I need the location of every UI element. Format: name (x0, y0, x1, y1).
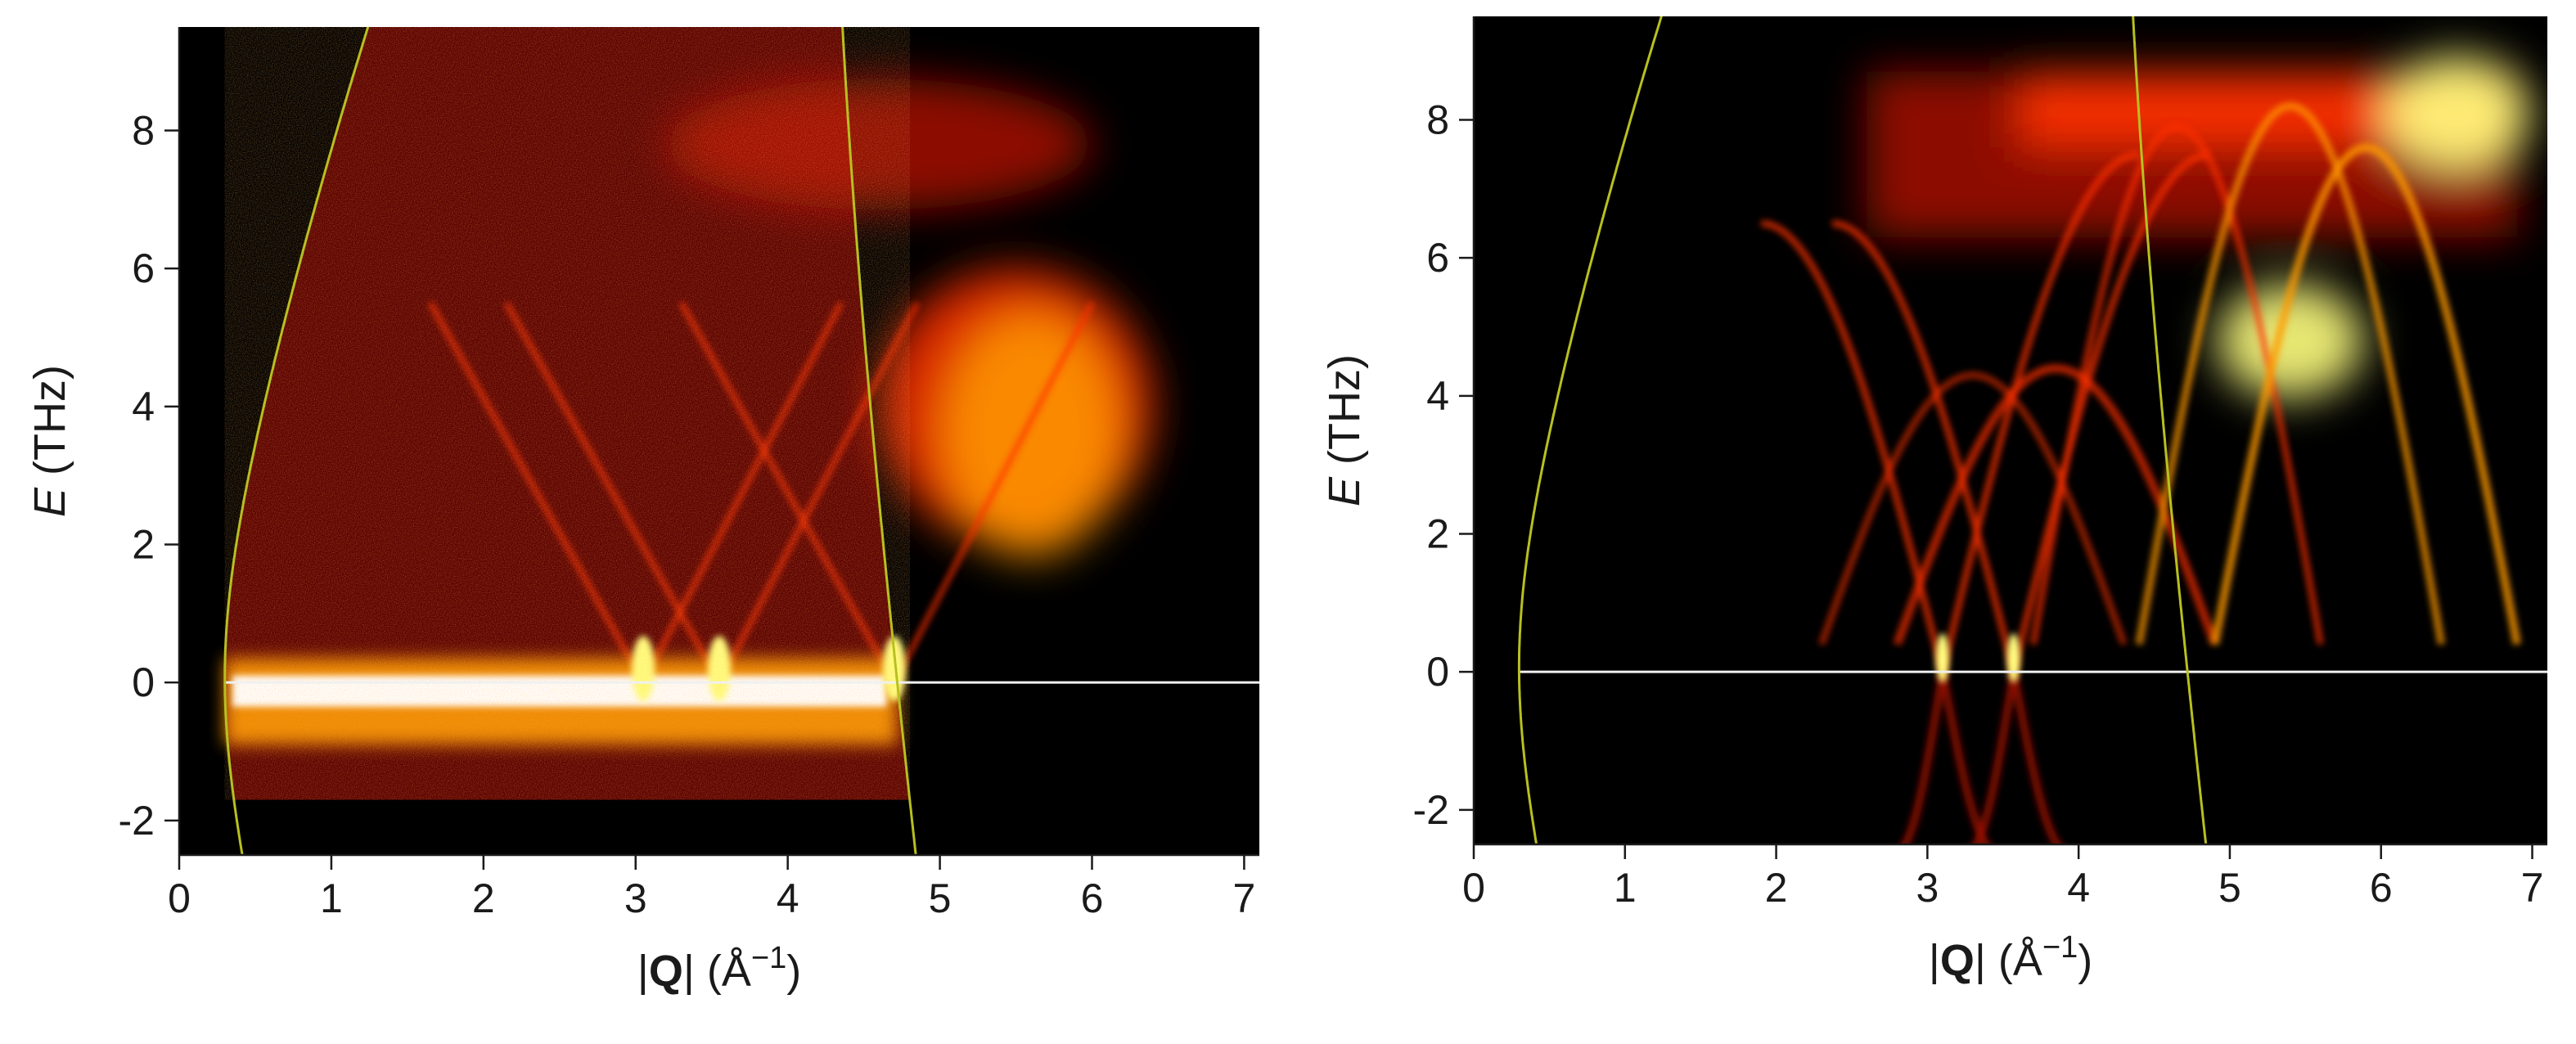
right-x-axis-title: |Q| (Å−1) (1929, 930, 2092, 985)
left-x-tick-label: 2 (472, 875, 495, 921)
right-x-title-q: Q (1940, 936, 1975, 985)
right-arch-curve (2029, 123, 2324, 646)
right-dispersion-branch (1900, 671, 1947, 844)
left-y-tick-label: 8 (132, 108, 155, 154)
right-y-tick-label: 2 (1426, 511, 1449, 557)
right-kinematic-limit-upper (1517, 16, 1663, 844)
left-y-tick-label: -2 (119, 798, 155, 844)
left-x-title-bar-left: | (637, 947, 649, 996)
right-hot-spot (2383, 56, 2531, 171)
right-x-tick-label: 0 (1462, 865, 1485, 911)
left-x-title-q: Q (649, 947, 683, 996)
right-dispersion-features (1760, 56, 2531, 844)
left-y-tick-label: 0 (132, 659, 155, 705)
right-arch-curve (1818, 371, 2128, 646)
right-dispersion-branch (1760, 220, 1946, 673)
right-heatmap (1517, 16, 2547, 844)
right-y-tick-label: 8 (1426, 97, 1449, 143)
left-y-tick-label: 6 (132, 245, 155, 291)
right-dispersion-curves (1760, 102, 2521, 844)
left-axes: 0 1 2 3 4 5 6 7 -2 0 2 4 6 8 |Q| (Å−1) E (THz) (25, 27, 1259, 996)
right-x-tick-label: 2 (1765, 865, 1788, 911)
left-x-tick-label: 0 (168, 875, 191, 921)
left-x-tick-label: 3 (624, 875, 647, 921)
right-x-title-exponent: −1 (2042, 930, 2078, 965)
left-x-title-exponent: −1 (751, 941, 786, 975)
right-axes: 0 1 2 3 4 5 6 7 -2 0 2 4 6 8 |Q| (Å−1) E (THz) (1320, 16, 2547, 985)
right-dispersion-branch (1831, 220, 2017, 673)
left-heatmap (223, 27, 1259, 855)
right-kinematic-limit-lower (2132, 16, 2208, 844)
right-y-tick-label: -2 (1413, 787, 1449, 833)
right-y-tick-label: 6 (1426, 235, 1449, 281)
right-background-glow (1867, 56, 2531, 398)
right-dispersion-branch (2010, 151, 2211, 673)
left-kinematic-limit-lower (841, 27, 917, 855)
right-x-tick-label: 1 (1614, 865, 1637, 911)
left-x-axis-title: |Q| (Å−1) (637, 941, 801, 996)
right-y-tick-label: 4 (1426, 373, 1449, 419)
right-y-tick-label: 0 (1426, 649, 1449, 695)
left-y-tick-label: 2 (132, 522, 155, 568)
right-arch-curve (2135, 102, 2446, 646)
left-x-tick-label: 1 (320, 875, 343, 921)
right-y-title-unit: (THz) (1320, 354, 1369, 477)
left-x-tick-label: 5 (929, 875, 952, 921)
right-panel: 0 1 2 3 4 5 6 7 -2 0 2 4 6 8 |Q| (Å−1) E (THz) (1320, 16, 2547, 985)
right-dispersion-branch (1971, 671, 2018, 844)
left-y-title-e: E (25, 487, 74, 517)
left-x-title-unit: | (Å (683, 947, 751, 996)
right-bragg-spot (1935, 633, 1949, 683)
right-x-title-close: ) (2078, 936, 2092, 985)
right-dispersion-branch (1938, 671, 1992, 844)
left-noise-texture (224, 27, 910, 800)
right-x-tick-label: 3 (1916, 865, 1939, 911)
left-kinematic-limit-upper (223, 27, 370, 855)
right-bragg-spot (2006, 633, 2020, 683)
right-x-title-bar-left: | (1929, 936, 1940, 985)
right-x-tick-label: 4 (2067, 865, 2090, 911)
left-y-axis-title: E (THz) (25, 365, 74, 517)
left-y-title-unit: (THz) (25, 365, 74, 488)
right-x-tick-label: 6 (2370, 865, 2393, 911)
left-x-tick-label: 7 (1233, 875, 1256, 921)
right-x-title-unit: | (Å (1975, 936, 2042, 985)
right-y-title-e: E (1320, 476, 1369, 506)
left-y-tick-label: 4 (132, 384, 155, 430)
left-x-title-close: ) (786, 947, 801, 996)
left-x-tick-label: 4 (777, 875, 799, 921)
left-x-tick-label: 6 (1081, 875, 1104, 921)
right-arch-curve (2210, 143, 2521, 646)
left-broad-intensity-core (941, 311, 1122, 557)
right-dispersion-branch (2009, 671, 2063, 844)
left-panel: 0 1 2 3 4 5 6 7 -2 0 2 4 6 8 |Q| (Å−1) E (THz) (25, 27, 1259, 996)
right-y-axis-title: E (THz) (1320, 354, 1369, 506)
right-x-tick-label: 5 (2218, 865, 2241, 911)
right-x-tick-label: 7 (2521, 865, 2544, 911)
